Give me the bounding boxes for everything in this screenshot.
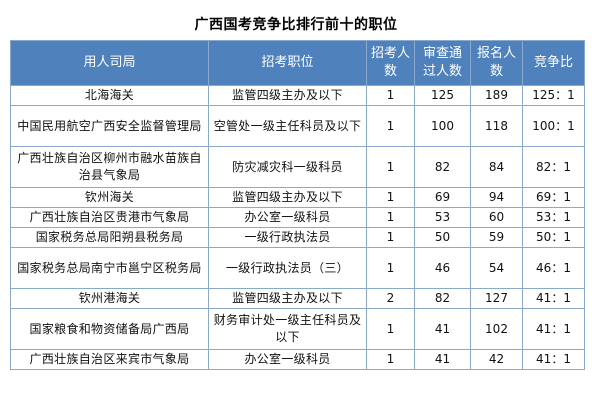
table-row: 广西壮族自治区贵港市气象局 办公室一级科员 1 53 60 53：1 bbox=[10, 207, 585, 228]
cell-passed: 46 bbox=[414, 247, 471, 289]
cell-position: 监管四级主办及以下 bbox=[208, 288, 367, 309]
cell-applicants: 94 bbox=[470, 187, 523, 208]
cell-org: 广西壮族自治区贵港市气象局 bbox=[10, 207, 209, 228]
cell-ratio: 82：1 bbox=[522, 146, 585, 188]
cell-org: 钦州海关 bbox=[10, 187, 209, 208]
header-passed: 审查通过人数 bbox=[414, 40, 471, 86]
cell-passed: 69 bbox=[414, 187, 471, 208]
cell-org: 广西壮族自治区柳州市融水苗族自治县气象局 bbox=[10, 146, 209, 188]
cell-org: 北海海关 bbox=[10, 85, 209, 106]
cell-passed: 41 bbox=[414, 308, 471, 350]
cell-quota: 1 bbox=[366, 187, 415, 208]
cell-org: 国家税务总局南宁市邕宁区税务局 bbox=[10, 247, 209, 289]
cell-org: 钦州港海关 bbox=[10, 288, 209, 309]
cell-applicants: 118 bbox=[470, 105, 523, 147]
table-row: 中国民用航空广西安全监督管理局 空管处一级主任科员及以下 1 100 118 1… bbox=[10, 105, 585, 147]
table-row: 钦州港海关 监管四级主办及以下 2 82 127 41：1 bbox=[10, 288, 585, 309]
cell-passed: 53 bbox=[414, 207, 471, 228]
cell-passed: 82 bbox=[414, 146, 471, 188]
cell-ratio: 46：1 bbox=[522, 247, 585, 289]
table-row: 国家粮食和物资储备局广西局 财务审计处一级主任科员及以下 1 41 102 41… bbox=[10, 308, 585, 350]
table-title: 广西国考竞争比排行前十的职位 bbox=[194, 17, 398, 33]
header-position: 招考职位 bbox=[208, 40, 367, 86]
cell-ratio: 41：1 bbox=[522, 288, 585, 309]
cell-passed: 50 bbox=[414, 227, 471, 248]
cell-position: 一级行政执法员（三） bbox=[208, 247, 367, 289]
table-row: 北海海关 监管四级主办及以下 1 125 189 125：1 bbox=[10, 85, 585, 106]
header-row: 用人司局 招考职位 招考人数 审查通过人数 报名人数 竞争比 bbox=[10, 40, 585, 86]
ranking-table: 用人司局 招考职位 招考人数 审查通过人数 报名人数 竞争比 北海海关 监管四级… bbox=[10, 40, 585, 370]
header-quota: 招考人数 bbox=[366, 40, 415, 86]
cell-ratio: 100：1 bbox=[522, 105, 585, 147]
cell-ratio: 50：1 bbox=[522, 227, 585, 248]
cell-position: 办公室一级科员 bbox=[208, 207, 367, 228]
cell-position: 空管处一级主任科员及以下 bbox=[208, 105, 367, 147]
table-row: 广西壮族自治区柳州市融水苗族自治县气象局 防灾减灾科一级科员 1 82 84 8… bbox=[10, 146, 585, 188]
cell-position: 监管四级主办及以下 bbox=[208, 85, 367, 106]
cell-quota: 1 bbox=[366, 105, 415, 147]
cell-position: 一级行政执法员 bbox=[208, 227, 367, 248]
cell-applicants: 54 bbox=[470, 247, 523, 289]
cell-ratio: 125：1 bbox=[522, 85, 585, 106]
cell-passed: 100 bbox=[414, 105, 471, 147]
cell-position: 财务审计处一级主任科员及以下 bbox=[208, 308, 367, 350]
cell-applicants: 84 bbox=[470, 146, 523, 188]
cell-org: 广西壮族自治区来宾市气象局 bbox=[10, 349, 209, 370]
header-applicants: 报名人数 bbox=[470, 40, 523, 86]
table-row: 国家税务总局南宁市邕宁区税务局 一级行政执法员（三） 1 46 54 46：1 bbox=[10, 247, 585, 289]
table-row: 钦州海关 监管四级主办及以下 1 69 94 69：1 bbox=[10, 187, 585, 208]
cell-applicants: 189 bbox=[470, 85, 523, 106]
cell-applicants: 127 bbox=[470, 288, 523, 309]
cell-passed: 125 bbox=[414, 85, 471, 106]
cell-applicants: 60 bbox=[470, 207, 523, 228]
cell-org: 国家税务总局阳朔县税务局 bbox=[10, 227, 209, 248]
cell-position: 防灾减灾科一级科员 bbox=[208, 146, 367, 188]
cell-quota: 1 bbox=[366, 308, 415, 350]
cell-quota: 1 bbox=[366, 247, 415, 289]
cell-quota: 1 bbox=[366, 207, 415, 228]
cell-ratio: 41：1 bbox=[522, 349, 585, 370]
header-org: 用人司局 bbox=[10, 40, 209, 86]
cell-org: 中国民用航空广西安全监督管理局 bbox=[10, 105, 209, 147]
cell-quota: 1 bbox=[366, 227, 415, 248]
header-ratio: 竞争比 bbox=[522, 40, 585, 86]
cell-quota: 2 bbox=[366, 288, 415, 309]
table-row: 广西壮族自治区来宾市气象局 办公室一级科员 1 41 42 41：1 bbox=[10, 349, 585, 370]
cell-ratio: 41：1 bbox=[522, 308, 585, 350]
cell-applicants: 59 bbox=[470, 227, 523, 248]
cell-quota: 1 bbox=[366, 146, 415, 188]
cell-passed: 82 bbox=[414, 288, 471, 309]
cell-applicants: 42 bbox=[470, 349, 523, 370]
cell-position: 办公室一级科员 bbox=[208, 349, 367, 370]
cell-ratio: 53：1 bbox=[522, 207, 585, 228]
cell-org: 国家粮食和物资储备局广西局 bbox=[10, 308, 209, 350]
table-row: 国家税务总局阳朔县税务局 一级行政执法员 1 50 59 50：1 bbox=[10, 227, 585, 248]
cell-applicants: 102 bbox=[470, 308, 523, 350]
cell-passed: 41 bbox=[414, 349, 471, 370]
cell-position: 监管四级主办及以下 bbox=[208, 187, 367, 208]
cell-quota: 1 bbox=[366, 85, 415, 106]
cell-quota: 1 bbox=[366, 349, 415, 370]
cell-ratio: 69：1 bbox=[522, 187, 585, 208]
